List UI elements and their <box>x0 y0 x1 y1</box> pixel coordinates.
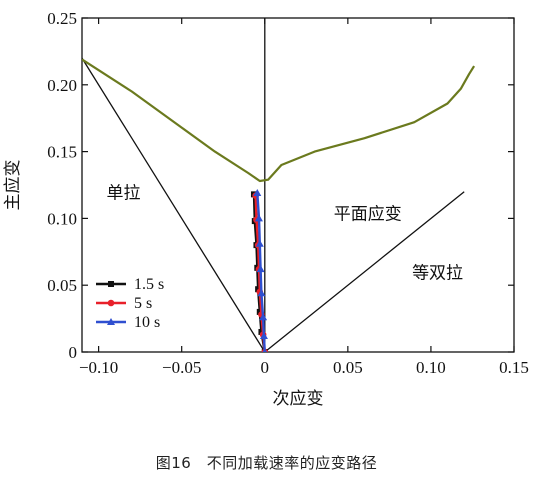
x-axis-title: 次应变 <box>273 389 324 409</box>
x-tick-label: −0.10 <box>79 358 118 377</box>
x-tick-label: 0 <box>261 358 270 377</box>
reference-line-equibiaxial <box>264 191 465 352</box>
region-label-1: 平面应变 <box>334 205 402 225</box>
y-tick-label: 0.05 <box>47 276 77 295</box>
legend-marker-1 <box>107 299 115 307</box>
legend-label-0: 1.5 s <box>134 276 164 293</box>
series-point-2 <box>262 348 268 352</box>
series-point-2 <box>259 331 268 339</box>
series-point-2 <box>254 214 263 222</box>
axes: −0.10 −0.05 0 0.05 0.10 0.15 0 0.05 0.10 0.15 0.20… <box>47 9 529 377</box>
region-label-2: 等双拉 <box>412 264 463 284</box>
figure-caption: 图16 不同加载速率的应变路径 <box>155 454 378 472</box>
region-label-0: 单拉 <box>107 183 141 203</box>
series-point-2 <box>255 239 264 247</box>
series-point-2 <box>256 265 265 273</box>
x-tick-label: 0.10 <box>416 358 446 377</box>
forming-limit-curve <box>82 58 476 183</box>
y-tick-label: 0 <box>69 343 78 362</box>
y-tick-label: 0.15 <box>47 143 77 162</box>
data-marks <box>82 18 476 352</box>
y-tick-label: 0.25 <box>47 9 77 28</box>
strain-path-chart: −0.10 −0.05 0 0.05 0.10 0.15 0 0.05 0.10 0.15 0.20… <box>3 9 529 410</box>
plot-frame <box>81 17 515 353</box>
reference-line-uniaxial <box>82 57 266 352</box>
legend-label-2: 10 s <box>134 314 160 331</box>
series-point-2 <box>259 313 268 321</box>
legend-label-1: 5 s <box>134 295 152 312</box>
y-axis-title: 主应变 <box>3 160 23 211</box>
series-point-2 <box>253 189 262 197</box>
y-tick-label: 0.10 <box>47 209 77 228</box>
legend-marker-2 <box>107 318 115 325</box>
legend-marker-0 <box>108 281 114 287</box>
x-tick-label: 0.05 <box>333 358 363 377</box>
x-tick-label: 0.15 <box>499 358 529 377</box>
series-point-2 <box>257 289 266 297</box>
x-tick-label: −0.05 <box>162 358 201 377</box>
series-line-0 <box>252 194 266 352</box>
y-tick-label: 0.20 <box>47 76 77 95</box>
legend: 1.5 s 5 s 10 s <box>96 276 164 331</box>
